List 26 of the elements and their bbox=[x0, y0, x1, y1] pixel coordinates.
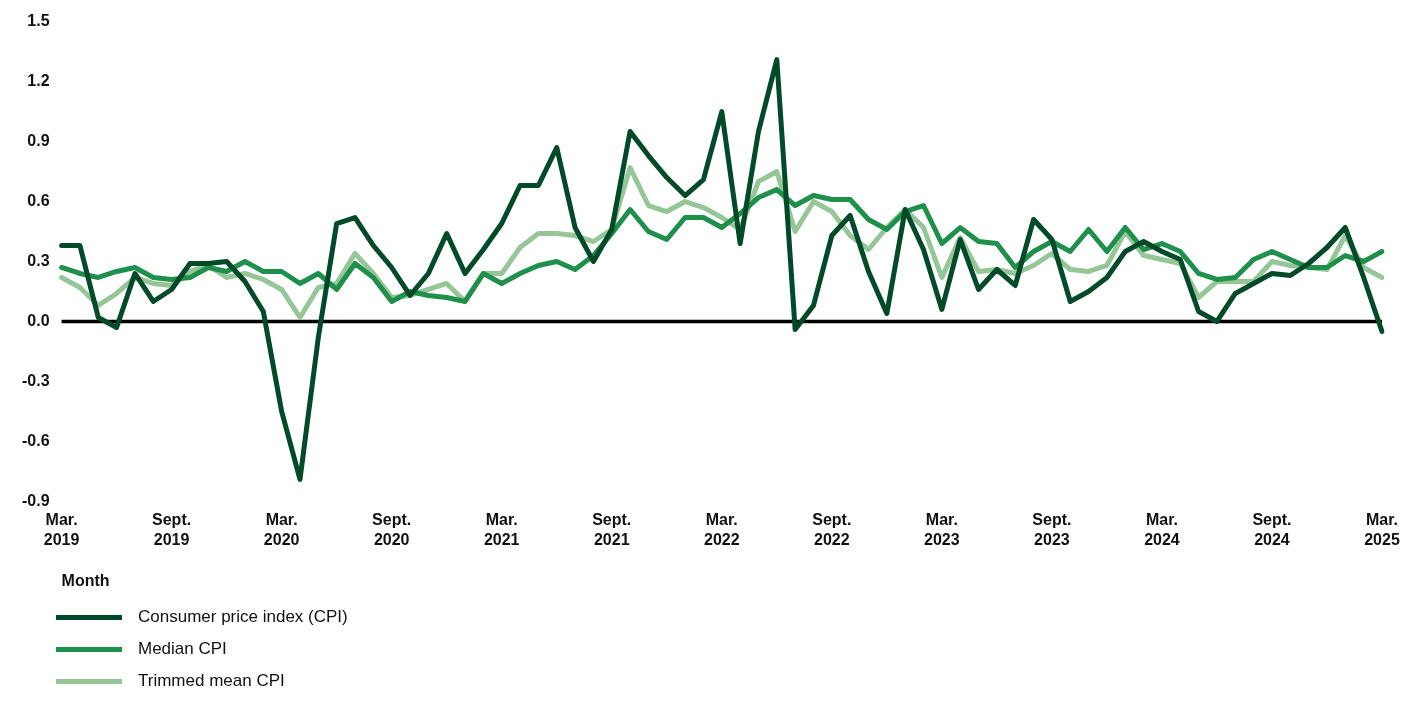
x-tick-label: Sept. 2023 bbox=[1032, 511, 1072, 548]
x-tick-label: Mar. 2020 bbox=[263, 511, 300, 548]
legend-label: Median CPI bbox=[138, 639, 227, 659]
x-tick-label: Mar. 2021 bbox=[483, 511, 520, 548]
x-tick-label: Mar. 2023 bbox=[924, 511, 960, 548]
x-tick-label: Mar. 2019 bbox=[43, 511, 80, 548]
y-tick-label: 0.3 bbox=[27, 251, 50, 269]
y-tick-label: -0.3 bbox=[21, 371, 50, 389]
x-tick-label: Sept. 2020 bbox=[372, 511, 412, 548]
y-tick-label: 0.6 bbox=[27, 191, 50, 209]
x-tick-label: Sept. 2021 bbox=[592, 511, 632, 548]
x-tick-label: Mar. 2025 bbox=[1364, 511, 1400, 548]
y-tick-label: 1.2 bbox=[27, 71, 50, 89]
y-tick-label: 0.9 bbox=[27, 131, 50, 149]
y-tick-label: 0.0 bbox=[27, 311, 50, 329]
x-tick-label: Sept. 2024 bbox=[1252, 511, 1292, 548]
legend-label: Consumer price index (CPI) bbox=[138, 607, 348, 627]
x-tick-label: Mar. 2024 bbox=[1144, 511, 1180, 548]
y-tick-label: -0.9 bbox=[21, 491, 50, 509]
y-tick-label: -0.6 bbox=[21, 431, 50, 449]
x-axis-title: Month bbox=[61, 571, 110, 589]
legend-label: Trimmed mean CPI bbox=[138, 671, 285, 691]
y-tick-label: 1.5 bbox=[27, 12, 50, 30]
x-tick-label: Mar. 2022 bbox=[703, 511, 740, 548]
x-tick-label: Sept. 2022 bbox=[812, 511, 852, 548]
x-tick-label: Sept. 2019 bbox=[152, 511, 192, 548]
